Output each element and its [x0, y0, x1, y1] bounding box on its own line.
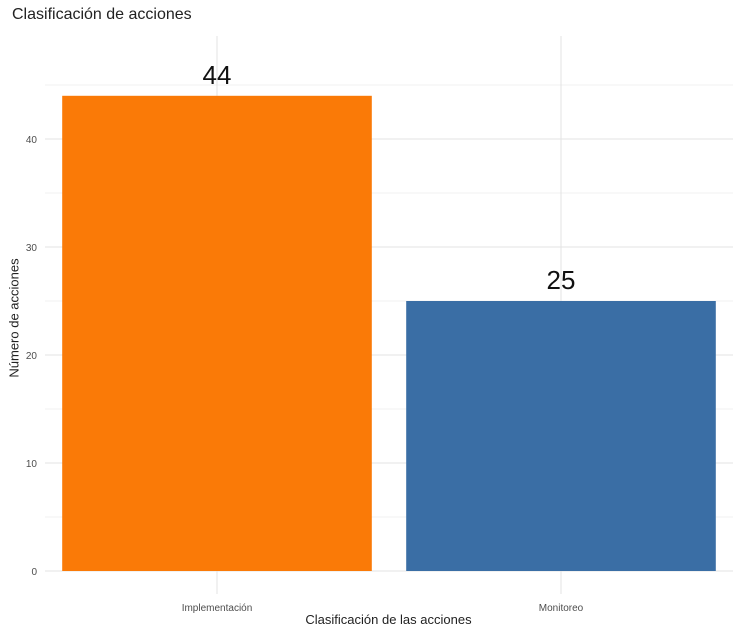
bar-value-label: 44	[203, 60, 232, 90]
y-tick-label: 0	[31, 567, 37, 578]
x-tick-label: Monitoreo	[539, 603, 584, 614]
bar-1	[62, 95, 372, 572]
y-tick-label: 40	[26, 135, 38, 146]
y-tick-label: 10	[26, 459, 38, 470]
bar-2	[406, 301, 716, 571]
y-tick-label: 30	[26, 243, 38, 254]
chart-title: Clasificación de acciones	[12, 6, 192, 23]
x-axis-title: Clasificación de las acciones	[305, 612, 472, 627]
bar-value-label: 25	[547, 265, 576, 295]
y-tick-label: 20	[26, 351, 38, 362]
x-tick-label: Implementación	[182, 603, 253, 614]
